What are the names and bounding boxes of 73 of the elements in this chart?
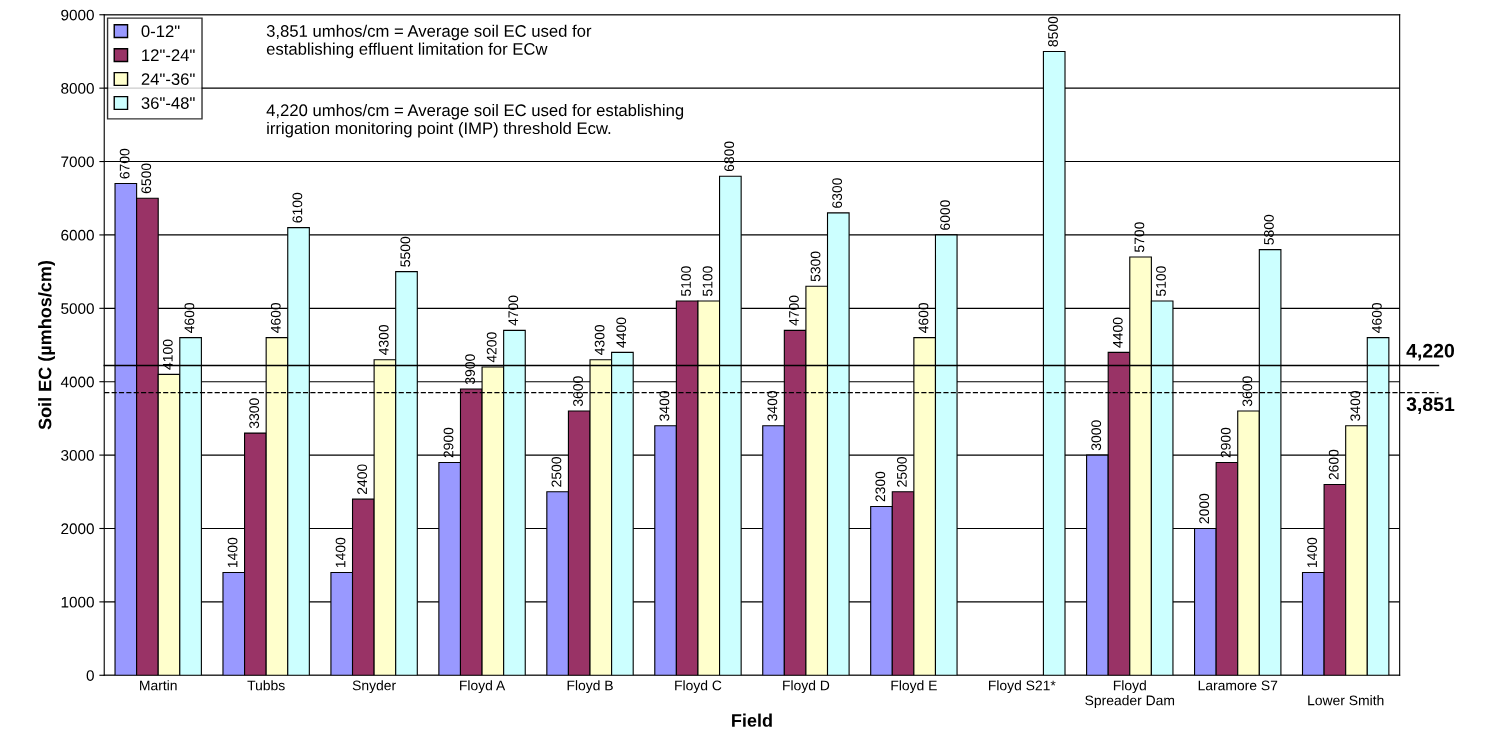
x-tick-label: Floyd A <box>460 680 506 694</box>
ref-line-label: 4,220 <box>1406 343 1454 361</box>
y-tick-label: 5000 <box>61 303 94 315</box>
data-label: 4400 <box>616 317 627 348</box>
y-tick-label: 3000 <box>61 449 94 461</box>
annotation: 4,220 umhos/cm = Average soil EC used for establishing irrigation monitoring point (IMP) threshold Ecw. <box>266 103 684 138</box>
legend-label: 0-12" <box>141 25 180 38</box>
data-label: 2400 <box>357 464 368 495</box>
data-label: 4300 <box>378 324 389 355</box>
data-label: 5100 <box>702 266 713 297</box>
data-label: 2000 <box>1199 493 1210 524</box>
y-tick-label: 7000 <box>61 156 94 168</box>
x-tick-label: Martin <box>140 680 177 691</box>
legend-label: 36"-48" <box>141 97 195 109</box>
data-label: 8500 <box>1048 16 1058 47</box>
data-label: 4700 <box>789 295 799 326</box>
y-tick-label: 9000 <box>61 9 94 21</box>
data-label: 4200 <box>486 332 497 363</box>
y-tick-label: 1000 <box>61 596 94 608</box>
x-tick-label: Laramore S7 <box>1198 680 1278 691</box>
data-label: 6300 <box>832 178 843 208</box>
data-label: 2300 <box>875 471 886 502</box>
y-tick-label: 2000 <box>61 523 94 535</box>
data-label: 3400 <box>659 390 670 421</box>
data-label: 5300 <box>810 251 821 282</box>
data-label: 3600 <box>1242 376 1253 407</box>
data-label: 5500 <box>400 236 411 267</box>
data-label: 3600 <box>573 376 583 407</box>
y-tick-label: 4000 <box>60 376 94 388</box>
data-label: 6800 <box>724 141 735 172</box>
x-tick-label: Floyd D <box>783 680 830 694</box>
data-label: 3000 <box>1091 420 1102 451</box>
data-label: 2500 <box>896 457 907 487</box>
data-label: 5100 <box>681 266 691 297</box>
ref-line-label: 3,851 <box>1406 397 1455 414</box>
data-label: 2600 <box>1328 449 1339 480</box>
x-tick-label: Tubbs <box>247 680 285 691</box>
x-axis-title: Field <box>732 713 772 727</box>
data-label: 2900 <box>1220 427 1231 458</box>
data-label: 3900 <box>465 354 475 385</box>
x-tick-label: Floyd B <box>567 680 613 694</box>
x-tick-label: Floyd E <box>891 680 937 694</box>
data-label: 3400 <box>1350 390 1361 421</box>
x-tick-label: Floyd C <box>675 680 722 694</box>
data-label: 5700 <box>1134 222 1145 252</box>
data-label: 4300 <box>594 324 605 355</box>
x-tick-label: Floyd S21* <box>989 680 1056 694</box>
data-label: 6100 <box>292 192 303 223</box>
data-label: 1400 <box>1307 537 1318 568</box>
x-tick-label: Snyder <box>352 680 396 694</box>
y-axis-title: Soil EC (µmhos/cm) <box>38 260 55 430</box>
y-tick-label: 8000 <box>61 83 94 94</box>
data-label: 2500 <box>551 457 562 487</box>
data-label: 5100 <box>1156 266 1166 297</box>
data-label: 3300 <box>249 398 260 429</box>
data-label: 5800 <box>1264 214 1274 245</box>
legend-label: 12"-24" <box>142 49 195 61</box>
data-label: 1400 <box>227 537 238 568</box>
data-label: 6500 <box>141 163 152 194</box>
data-label: 4400 <box>1112 317 1123 348</box>
data-label: 4700 <box>508 295 519 326</box>
data-label: 4100 <box>162 339 173 370</box>
data-label: 6000 <box>940 200 950 230</box>
data-label: 1400 <box>335 537 346 568</box>
x-tick-label: Lower Smith <box>1308 695 1384 706</box>
legend-label: 24"-36" <box>141 73 195 86</box>
x-tick-label: Floyd Spreader Dam <box>1085 680 1175 709</box>
y-tick-label: 6000 <box>61 229 94 241</box>
data-label: 3400 <box>767 390 778 421</box>
y-tick-label: 0 <box>86 670 94 681</box>
data-label: 6700 <box>119 148 130 179</box>
data-label: 2900 <box>443 427 454 458</box>
annotation: 3,851 umhos/cm = Average soil EC used for establishing effluent limitation for ECw <box>266 24 592 59</box>
